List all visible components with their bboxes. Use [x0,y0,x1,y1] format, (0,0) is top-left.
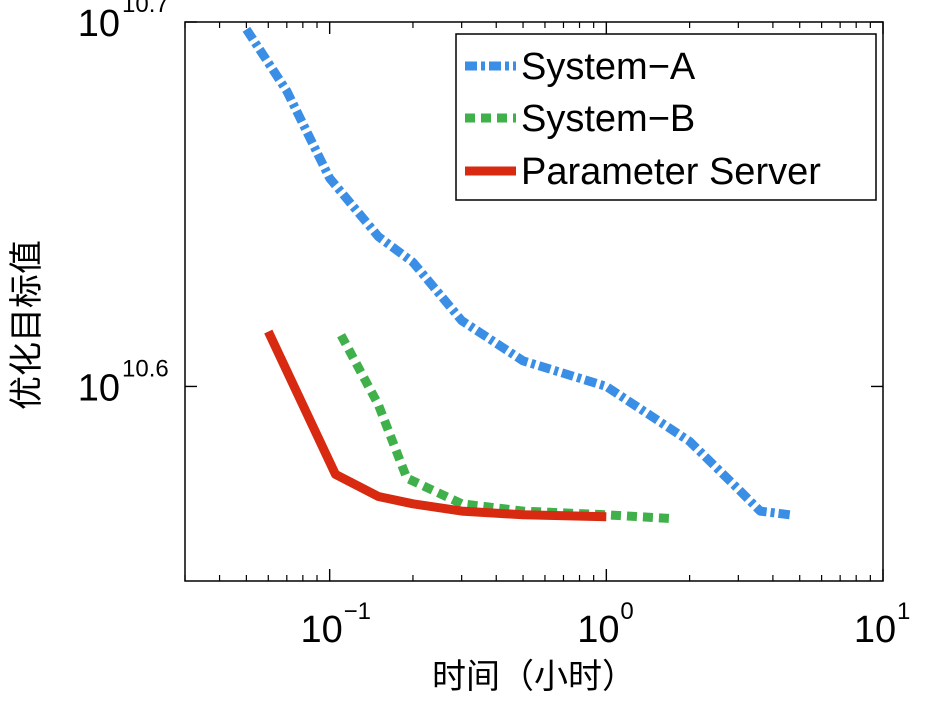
x-tick-exponent: 1 [897,598,910,625]
series-line-parameter-server [264,329,607,522]
series-line-system-b [337,333,671,523]
y-tick-label: 10 [78,3,120,45]
legend-label: System−A [521,46,696,88]
legend-box [455,33,877,201]
y-axis-label: 优化目标值 [7,240,47,410]
x-axis-label: 时间（小时） [432,657,636,697]
axis-labels: 时间（小时） 优化目标值 [7,240,636,697]
y-tick-label: 10 [78,367,120,409]
x-tick-exponent: −1 [344,598,371,625]
plot-frame [184,21,884,582]
y-tick-exponent: 10.7 [122,0,169,18]
legend-label: System−B [521,98,695,140]
legend: System−A System−B Parameter Server [455,33,877,201]
x-tick-label: 10 [301,609,343,651]
series-lines [242,26,791,523]
series-line-system-a [242,26,791,520]
x-tick-exponent: 0 [620,598,633,625]
axes [184,21,884,582]
x-tick-label: 10 [577,609,619,651]
legend-label: Parameter Server [521,151,821,193]
y-tick-exponent: 10.6 [122,355,169,382]
x-tick-label: 10 [854,609,896,651]
tick-labels: 10 −1 10 0 10 110 10.710 10.6 [78,0,911,651]
